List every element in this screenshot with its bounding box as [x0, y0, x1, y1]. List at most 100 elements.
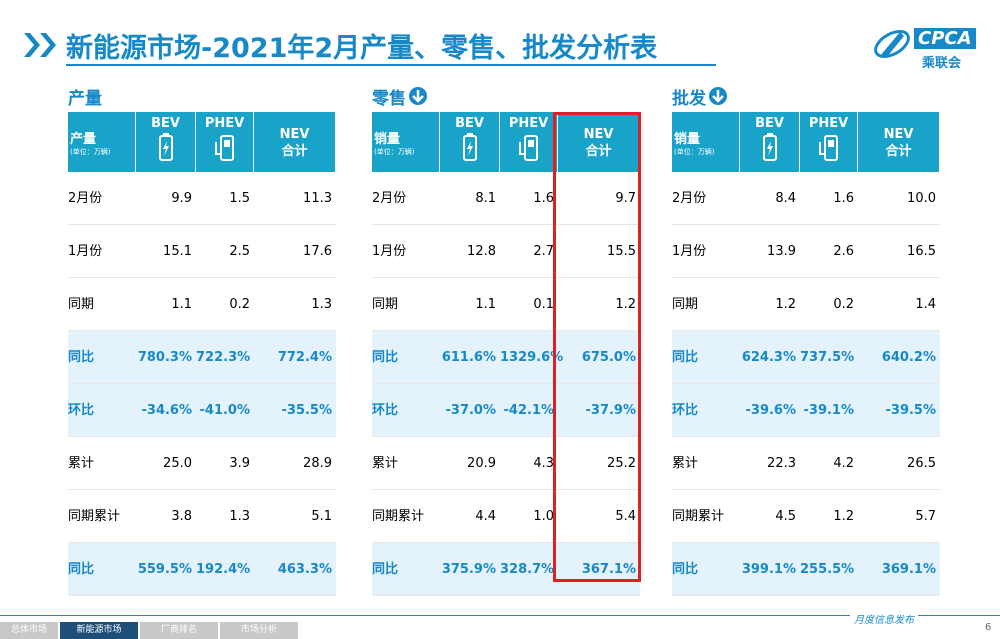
battery-icon: [762, 133, 777, 161]
table-row: 累计 20.9 4.3 25.2: [372, 437, 640, 490]
head-cell: NEV 合计: [254, 112, 336, 172]
row-label: 环比: [372, 403, 399, 418]
head-cell: 产量 (单位：万辆): [68, 112, 136, 172]
cell-value: 9.9: [171, 191, 192, 206]
nav-tab[interactable]: 新能源市场: [60, 622, 138, 639]
cell-value: 375.9%: [441, 562, 496, 577]
column-header: PHEV: [508, 116, 549, 131]
cell-value: 328.7%: [500, 562, 555, 577]
cell-value: 26.5: [907, 456, 936, 471]
cell-value: 1329.6%: [500, 350, 564, 365]
nav-tab[interactable]: 厂商排名: [140, 622, 218, 639]
row-label: 1月份: [68, 244, 103, 259]
cell-value: 367.1%: [581, 562, 636, 577]
cell-value: 28.9: [303, 456, 332, 471]
cell-value: 16.5: [907, 244, 936, 259]
cell-value: 9.7: [615, 191, 636, 206]
cell-value: 3.9: [229, 456, 250, 471]
cell-value: 2.6: [833, 244, 854, 259]
row-label: 同比: [68, 562, 95, 577]
table-row: 2月份 8.4 1.6 10.0: [672, 172, 940, 225]
cell-value: -39.6%: [745, 403, 797, 418]
table-row: 同期累计 3.8 1.3 5.1: [68, 490, 336, 543]
head-label: 产量: [70, 132, 97, 147]
table-row: 同比 780.3% 722.3% 772.4%: [68, 331, 336, 384]
head-cell: BEV: [136, 112, 196, 172]
table-row: 同期 1.1 0.1 1.2: [372, 278, 640, 331]
head-cell: BEV: [740, 112, 800, 172]
cell-value: 1.4: [915, 297, 936, 312]
row-label: 2月份: [372, 191, 407, 206]
row-label: 1月份: [372, 244, 407, 259]
head-unit: (单位：万辆): [70, 148, 111, 156]
row-label: 环比: [68, 403, 95, 418]
cell-value: 1.5: [229, 191, 250, 206]
cell-value: 737.5%: [800, 350, 855, 365]
cell-value: 1.2: [833, 509, 854, 524]
cell-value: 1.1: [171, 297, 192, 312]
table-row: 同期 1.2 0.2 1.4: [672, 278, 940, 331]
cell-value: 1.2: [775, 297, 796, 312]
cell-value: 4.5: [775, 509, 796, 524]
table-row: 环比 -39.6% -39.1% -39.5%: [672, 384, 940, 437]
table-row: 1月份 15.1 2.5 17.6: [68, 225, 336, 278]
row-label: 同比: [372, 562, 399, 577]
row-label: 同期累计: [372, 509, 425, 524]
cell-value: 640.2%: [881, 350, 936, 365]
cell-value: 369.1%: [881, 562, 936, 577]
head-cell: PHEV: [196, 112, 254, 172]
cell-value: 255.5%: [800, 562, 855, 577]
column-header: BEV: [455, 116, 484, 131]
cell-value: 13.9: [767, 244, 796, 259]
column-header: BEV: [755, 116, 784, 131]
cell-value: 1.3: [229, 509, 250, 524]
nav-tab[interactable]: 总体市场: [0, 622, 58, 639]
cell-value: 0.2: [229, 297, 250, 312]
cell-value: 192.4%: [196, 562, 251, 577]
highlight-box: [553, 112, 641, 582]
footer-note: 月度信息发布: [850, 611, 918, 626]
column-header: NEV: [583, 127, 614, 142]
page-number: 6: [985, 622, 992, 633]
nav-tab[interactable]: 市场分析: [220, 622, 298, 639]
cell-value: 10.0: [907, 191, 936, 206]
row-label: 1月份: [672, 244, 707, 259]
cell-value: 2.5: [229, 244, 250, 259]
row-label: 同期: [68, 297, 95, 312]
table-row: 累计 25.0 3.9 28.9: [68, 437, 336, 490]
cell-value: 2.7: [533, 244, 554, 259]
row-label: 同比: [372, 350, 399, 365]
cell-value: -42.1%: [503, 403, 555, 418]
table-row: 同比 611.6% 1329.6% 675.0%: [372, 331, 640, 384]
row-label: 累计: [672, 456, 699, 471]
cell-value: 399.1%: [741, 562, 796, 577]
page-title: 新能源市场-2021年2月产量、零售、批发分析表: [66, 33, 658, 64]
cell-value: 722.3%: [196, 350, 251, 365]
chevrons: [24, 33, 56, 57]
head-cell: PHEV: [800, 112, 858, 172]
column-header: 合计: [281, 144, 308, 159]
table-row: 同期累计 4.4 1.0 5.4: [372, 490, 640, 543]
cell-value: -35.5%: [281, 403, 333, 418]
cell-value: 772.4%: [277, 350, 332, 365]
cell-value: 0.1: [533, 297, 554, 312]
table-row: 同比 399.1% 255.5% 369.1%: [672, 543, 940, 596]
head-unit: (单位：万辆): [374, 148, 415, 156]
cell-value: -34.6%: [141, 403, 193, 418]
head-cell: PHEV: [500, 112, 558, 172]
table-row: 1月份 12.8 2.7 15.5: [372, 225, 640, 278]
table-row: 累计 22.3 4.2 26.5: [672, 437, 940, 490]
table-row: 同期 1.1 0.2 1.3: [68, 278, 336, 331]
row-label: 同期: [672, 297, 699, 312]
cell-value: 624.3%: [741, 350, 796, 365]
cell-value: -39.5%: [885, 403, 937, 418]
cell-value: 20.9: [467, 456, 496, 471]
column-header: BEV: [151, 116, 180, 131]
cell-value: -39.1%: [803, 403, 855, 418]
cell-value: 611.6%: [441, 350, 496, 365]
cell-value: 5.4: [615, 509, 636, 524]
row-label: 同比: [68, 350, 95, 365]
logo: CPCA: [914, 28, 976, 49]
row-label: 同比: [672, 562, 699, 577]
